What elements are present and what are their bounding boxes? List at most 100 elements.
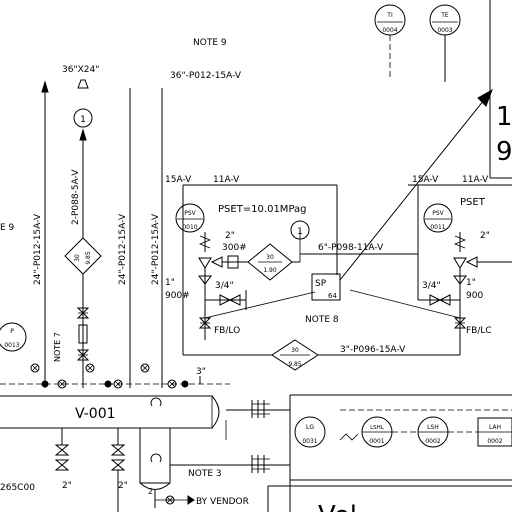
big-label-9: 9	[496, 137, 512, 167]
size-2in-d: 2"	[118, 481, 128, 491]
svg-text:TE: TE	[440, 12, 449, 19]
size-1in-a: 1"	[165, 278, 175, 288]
spool-piece	[78, 324, 88, 344]
svg-text:P: P	[10, 328, 14, 335]
diamond-d3: 30 9.85	[271, 339, 319, 371]
size-2in-b: 2"	[480, 231, 490, 241]
line-15a-left: 15A-V	[165, 175, 192, 185]
size-3in: 3"	[196, 367, 206, 377]
line-p012-36: 36"-P012-15A-V	[170, 71, 242, 81]
pset-label: PSET=10.01MPag	[218, 204, 307, 215]
line-11a-right: 11A-V	[462, 175, 489, 185]
svg-text:LSH: LSH	[427, 424, 439, 431]
pset-right: PSET	[460, 197, 486, 208]
left-vertical-pipes	[41, 80, 163, 388]
line-p012-24-b: 24"-P012-15A-V	[118, 213, 128, 285]
svg-text:0010: 0010	[182, 224, 197, 231]
psv-0011-valve[interactable]	[418, 232, 512, 329]
note9-left: E 9	[0, 223, 15, 233]
level-instruments	[289, 394, 512, 512]
te-0003-bubble[interactable]: TE 0003	[429, 4, 461, 82]
gate-valve-left-1[interactable]	[76, 307, 90, 319]
size-1in-b: 1"	[466, 278, 476, 288]
note-1-circle-a: 1	[73, 108, 93, 128]
line-p088: 2-P088-5A-V	[71, 169, 81, 225]
svg-text:9.85: 9.85	[288, 361, 302, 368]
svg-text:30: 30	[74, 254, 81, 262]
psv-box-left	[182, 184, 461, 356]
svg-text:1.90: 1.90	[263, 267, 277, 274]
svg-text:1: 1	[297, 227, 303, 237]
bottom-equipment-box: Vel	[267, 485, 512, 512]
line-15a-right: 15A-V	[412, 175, 439, 185]
psv-0010-valve[interactable]	[198, 232, 239, 269]
diamond-d1: 30 9.85	[64, 237, 102, 275]
svg-text:1: 1	[80, 115, 86, 125]
size-300: 300#	[222, 243, 247, 253]
diamond-d2: 30 1.90	[247, 243, 293, 281]
svg-text:LSHL: LSHL	[370, 425, 385, 431]
lah-0002-box[interactable]: LAH 0002	[477, 417, 512, 447]
svg-text:SP: SP	[315, 279, 327, 289]
fblo-b: FB/LC	[466, 326, 492, 336]
lshl-0001-bubble[interactable]: LSHL 0001	[361, 416, 393, 448]
header-valves[interactable]	[30, 363, 189, 389]
right-equipment-frame: 1 9	[489, 0, 512, 179]
big-label-1: 1	[496, 102, 512, 132]
svg-text:LG: LG	[306, 424, 314, 431]
vessel-v001[interactable]: V-001	[0, 395, 220, 490]
note7: NOTE 7	[53, 332, 62, 362]
size-2in-c: 2"	[62, 481, 72, 491]
p-0013-bubble[interactable]: P 0013	[0, 322, 27, 352]
note9-top: NOTE 9	[193, 38, 227, 48]
diagonal-arrow	[339, 88, 493, 281]
svg-text:0004: 0004	[382, 27, 397, 34]
line-p012-24-c: 24"-P012-15A-V	[151, 213, 161, 285]
svg-text:30: 30	[291, 347, 299, 354]
sp-64-box[interactable]: SP 64	[311, 273, 341, 301]
by-vendor: BY VENDOR	[196, 497, 249, 507]
svg-text:0031: 0031	[302, 438, 317, 445]
svg-text:V-001: V-001	[75, 406, 116, 422]
flange-pair-2	[251, 455, 270, 473]
size-34-b: 3/4"	[422, 281, 441, 291]
svg-text:TI: TI	[386, 12, 393, 19]
svg-text:0013: 0013	[4, 342, 19, 349]
line-11a-left: 11A-V	[213, 175, 240, 185]
lsh-0002-bubble[interactable]: LSH 0002	[417, 416, 449, 448]
svg-text:9.85: 9.85	[85, 251, 92, 265]
svg-text:64: 64	[328, 292, 337, 300]
bottom-drain-valves[interactable]	[54, 428, 126, 471]
ti-0004-bubble[interactable]: TI 0004	[374, 4, 406, 80]
note3: NOTE 3	[188, 469, 222, 479]
line-p098: 6"-P098-11A-V	[318, 243, 384, 253]
svg-text:PSV: PSV	[432, 210, 444, 217]
fblo-a: FB/LO	[214, 326, 240, 336]
svg-text:LAH: LAH	[489, 424, 501, 431]
gate-valve-left-2[interactable]	[76, 349, 90, 361]
size-34-a: 3/4"	[215, 281, 234, 291]
reducer-icon	[77, 79, 89, 89]
svg-text:0002: 0002	[487, 438, 502, 445]
svg-text:30: 30	[266, 254, 274, 261]
size-900-b: 900	[466, 291, 483, 301]
lg-0031-bubble[interactable]: LG 0031	[294, 416, 326, 448]
by-vendor-valve	[154, 490, 195, 508]
note8: NOTE 8	[305, 315, 339, 325]
signal-squiggle	[339, 433, 359, 441]
svg-text:0011: 0011	[430, 224, 445, 231]
svg-text:0002: 0002	[425, 438, 440, 445]
svg-text:2: 2	[148, 487, 153, 496]
svg-text:0003: 0003	[437, 27, 452, 34]
psv-0010-bubble[interactable]: PSV 0010	[175, 203, 205, 233]
svg-text:0001: 0001	[369, 438, 384, 445]
line-p096: 3"-P096-15A-V	[340, 345, 406, 355]
size-36x24: 36"X24"	[62, 65, 99, 75]
psv-0011-bubble[interactable]: PSV 0011	[423, 203, 453, 233]
svg-text:Vel: Vel	[318, 501, 357, 512]
line-p012-24-a: 24"-P012-15A-V	[33, 213, 43, 285]
size-2in-a: 2"	[225, 231, 235, 241]
code-265c00: 265C00	[0, 483, 35, 493]
note-1-circle-b: 1	[290, 220, 310, 240]
